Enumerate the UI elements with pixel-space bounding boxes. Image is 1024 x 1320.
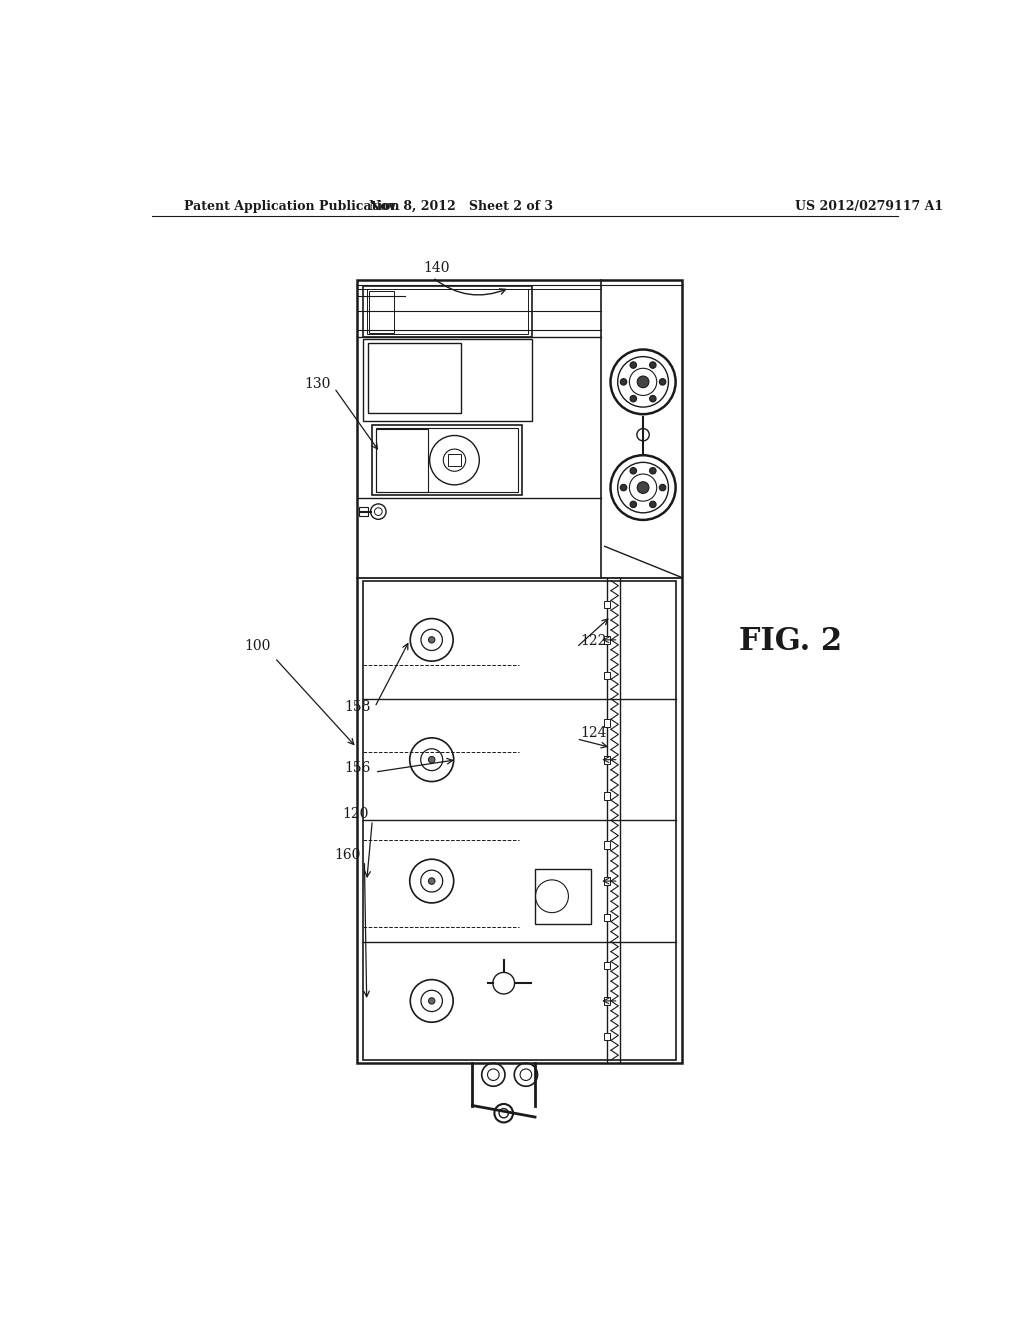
Circle shape [428,878,435,884]
Bar [359,507,369,516]
Circle shape [428,756,435,763]
Bar [604,636,610,644]
Bar [604,878,610,884]
Text: Patent Application Publication: Patent Application Publication [183,199,399,213]
Text: 158: 158 [344,700,371,714]
Bar [535,869,592,924]
Bar [376,428,518,492]
Bar [604,601,610,609]
Bar [356,280,682,1063]
Circle shape [649,467,656,474]
Text: Nov. 8, 2012   Sheet 2 of 3: Nov. 8, 2012 Sheet 2 of 3 [370,199,553,213]
Bar [604,913,610,921]
Circle shape [428,998,435,1005]
Circle shape [630,502,637,508]
Circle shape [659,484,666,491]
Circle shape [621,379,627,385]
Bar [362,286,532,337]
Text: 124: 124 [581,726,607,739]
Text: 140: 140 [423,261,450,275]
Circle shape [630,467,637,474]
Bar [369,290,394,333]
Bar [367,289,528,334]
Bar [449,454,461,466]
Text: 100: 100 [245,639,270,653]
Bar [604,719,610,727]
Bar [604,756,610,763]
Bar [604,1032,610,1040]
Text: 120: 120 [342,807,369,821]
Circle shape [637,376,649,388]
Circle shape [630,362,637,368]
Bar [376,429,428,491]
Bar [604,792,610,800]
Text: 130: 130 [304,378,331,391]
Circle shape [621,484,627,491]
Bar [604,672,610,680]
Circle shape [428,636,435,643]
Bar [369,343,462,413]
Text: 160: 160 [334,847,360,862]
Circle shape [659,379,666,385]
Text: 122: 122 [581,634,607,648]
Bar [604,841,610,849]
Circle shape [649,362,656,368]
Circle shape [630,396,637,401]
Circle shape [637,482,649,494]
Bar [372,425,522,495]
Bar [362,339,532,421]
Bar [362,581,676,1060]
Text: 156: 156 [344,762,371,775]
Bar [604,997,610,1005]
Text: FIG. 2: FIG. 2 [739,626,842,656]
Circle shape [649,396,656,401]
Text: US 2012/0279117 A1: US 2012/0279117 A1 [795,199,943,213]
Bar [604,961,610,969]
Circle shape [649,502,656,508]
